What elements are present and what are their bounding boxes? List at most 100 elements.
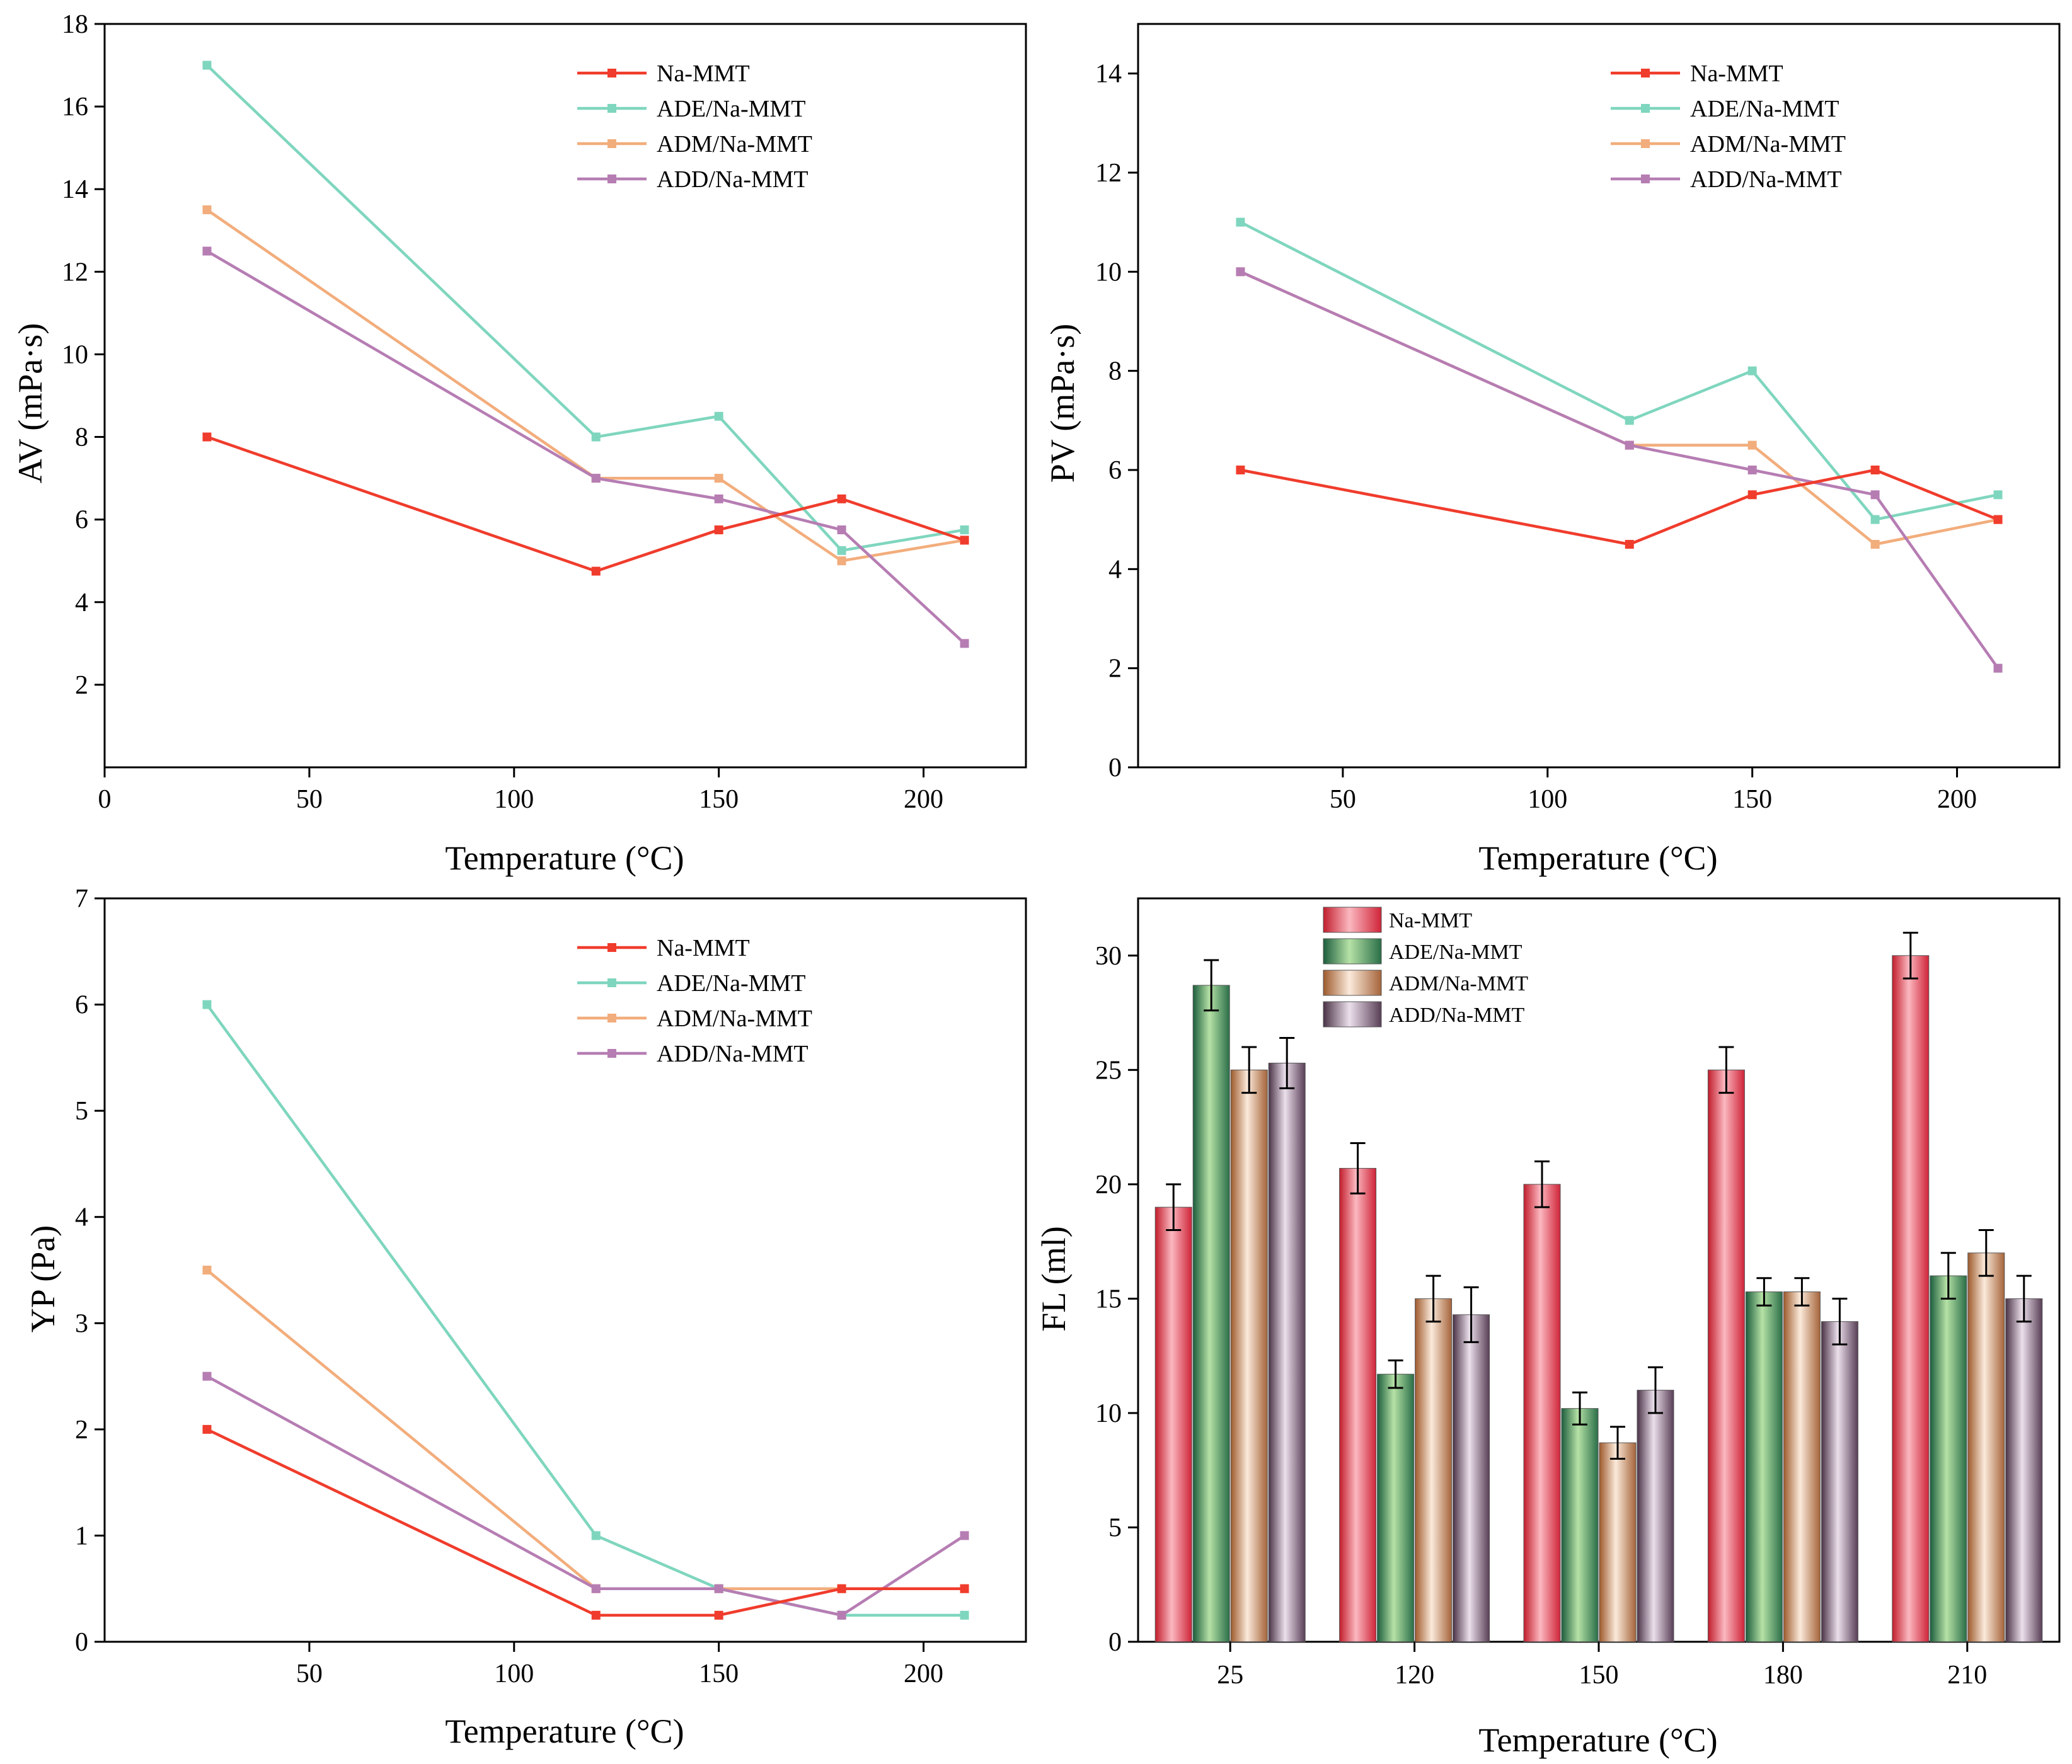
yp-point-ade-na-mmt	[960, 1610, 969, 1620]
pv-x-tick-label: 50	[1330, 785, 1356, 814]
yp-y-tick-label: 0	[75, 1628, 88, 1657]
av-y-tick-label: 4	[75, 588, 88, 617]
yp-x-tick-label: 150	[699, 1659, 739, 1688]
av-y-tick-label: 2	[75, 671, 88, 700]
pv-y-tick-label: 12	[1095, 159, 1122, 188]
fl-bar-na-mmt	[1892, 955, 1930, 1642]
av-point-na-mmt	[960, 536, 969, 545]
yp-point-na-mmt	[714, 1610, 723, 1620]
fl-x-tick-label: 120	[1395, 1661, 1434, 1690]
fl-y-tick-label: 10	[1095, 1399, 1122, 1428]
pv-legend-label: ADD/Na-MMT	[1690, 166, 1842, 193]
yp-legend-marker-ade-na-mmt	[607, 978, 616, 987]
fl-bar-na-mmt	[1154, 1206, 1192, 1642]
pv-point-na-mmt	[1993, 515, 2003, 524]
av-legend-marker-add-na-mmt	[607, 175, 616, 183]
av-legend-label: Na-MMT	[657, 60, 750, 87]
av-point-add-na-mmt	[591, 474, 601, 483]
yp-legend-label: ADE/Na-MMT	[657, 970, 805, 997]
chart-av: AV (mPa·s) Temperature (°C) 0 50 100 150 200…	[11, 10, 1027, 877]
av-x-label: Temperature (°C)	[445, 839, 684, 877]
fl-plot: 0 5 10 15 20 25 30 25 120 150 180 210 Na-MMT ADE/Na-M…	[1095, 897, 2061, 1690]
av-line-ade-na-mmt	[205, 64, 965, 553]
pv-point-add-na-mmt	[1625, 440, 1634, 450]
pv-legend-label: ADM/Na-MMT	[1690, 131, 1846, 158]
pv-point-add-na-mmt	[1870, 490, 1880, 500]
fl-x-tick-label: 25	[1217, 1661, 1243, 1690]
fl-x-tick-label: 150	[1579, 1661, 1619, 1690]
av-y-label: AV (mPa·s)	[11, 323, 49, 484]
fl-bar-add-na-mmt	[1453, 1314, 1490, 1642]
yp-y-label: YP (Pa)	[24, 1225, 62, 1333]
fl-bar-add-na-mmt	[2005, 1298, 2043, 1642]
yp-y-tick-label: 7	[75, 885, 88, 914]
av-point-na-mmt	[202, 432, 212, 442]
yp-legend-marker-adm-na-mmt	[607, 1014, 616, 1022]
fl-y-tick-label: 5	[1108, 1513, 1122, 1542]
fl-bar-ade-na-mmt	[1192, 985, 1230, 1642]
fl-legend-label: ADM/Na-MMT	[1389, 972, 1528, 995]
fl-bar-add-na-mmt	[1637, 1390, 1674, 1642]
yp-y-tick-label: 1	[75, 1521, 88, 1550]
yp-point-na-mmt	[591, 1610, 601, 1620]
av-frame	[103, 23, 1027, 769]
fl-bar-ade-na-mmt	[1561, 1408, 1599, 1642]
av-y-tick-label: 14	[62, 175, 88, 204]
av-x-tick-label: 100	[494, 785, 534, 814]
av-y-tick-label: 16	[62, 93, 88, 122]
av-x-tick-label: 200	[904, 785, 943, 814]
pv-y-tick-label: 0	[1108, 753, 1122, 782]
pv-line-add-na-mmt	[1240, 270, 2000, 669]
yp-point-na-mmt	[837, 1584, 846, 1593]
av-line-adm-na-mmt	[206, 209, 965, 563]
pv-point-na-mmt	[1747, 490, 1757, 500]
pv-x-tick-label: 100	[1528, 785, 1567, 814]
pv-legend-label: ADE/Na-MMT	[1690, 96, 1839, 122]
yp-y-tick-label: 2	[75, 1416, 88, 1445]
yp-point-na-mmt	[202, 1424, 212, 1434]
pv-legend-marker-ade-na-mmt	[1641, 104, 1650, 113]
yp-y-tick-label: 5	[75, 1097, 88, 1126]
av-plot: 0 50 100 150 200 2 4 6 8 10 12 14 16 18 Na-MMT ADE/Na-M…	[62, 10, 1027, 814]
fl-bar-na-mmt	[1707, 1069, 1745, 1642]
pv-point-na-mmt	[1870, 466, 1880, 474]
fl-bar-ade-na-mmt	[1745, 1291, 1783, 1642]
pv-point-ade-na-mmt	[1236, 217, 1245, 227]
av-point-add-na-mmt	[960, 639, 969, 648]
fl-y-tick-label: 25	[1095, 1056, 1122, 1085]
chart-pv: PV (mPa·s) Temperature (°C) 50 100 150 200 0…	[1044, 23, 2061, 877]
av-y-tick-label: 6	[75, 506, 88, 535]
yp-plot: 50 100 150 200 0 1 2 3 4 5 6 7 Na-MMT ADE/Na-MMT ADM/N…	[75, 885, 1027, 1688]
av-x-tick-label: 150	[699, 785, 739, 814]
pv-frame	[1137, 23, 2061, 769]
pv-point-ade-na-mmt	[1870, 515, 1880, 524]
pv-legend-marker-add-na-mmt	[1641, 175, 1650, 183]
yp-x-label: Temperature (°C)	[445, 1712, 684, 1750]
fl-bar-na-mmt	[1339, 1167, 1377, 1642]
pv-y-tick-label: 6	[1108, 456, 1122, 485]
av-point-ade-na-mmt	[837, 546, 846, 555]
yp-point-na-mmt	[960, 1584, 969, 1593]
pv-point-add-na-mmt	[1747, 466, 1757, 474]
av-y-tick-label: 18	[62, 10, 88, 39]
av-point-add-na-mmt	[202, 246, 212, 256]
fl-legend-label: ADE/Na-MMT	[1389, 941, 1522, 964]
yp-legend-label: ADM/Na-MMT	[657, 1005, 812, 1032]
pv-y-tick-label: 8	[1108, 357, 1122, 386]
av-point-adm-na-mmt	[714, 474, 723, 483]
pv-legend-marker-na-mmt	[1641, 69, 1650, 77]
fl-y-tick-label: 15	[1095, 1285, 1122, 1314]
av-point-na-mmt	[591, 566, 601, 576]
fl-legend-label: Na-MMT	[1389, 909, 1472, 932]
av-y-tick-label: 8	[75, 423, 88, 452]
pv-point-na-mmt	[1625, 540, 1634, 549]
av-line-add-na-mmt	[206, 249, 966, 644]
yp-point-adm-na-mmt	[202, 1266, 212, 1274]
av-y-tick-label: 12	[62, 258, 88, 287]
yp-legend-label: Na-MMT	[657, 935, 750, 961]
av-line-na-mmt	[206, 435, 965, 573]
av-legend-label: ADD/Na-MMT	[657, 166, 809, 193]
av-point-ade-na-mmt	[714, 411, 723, 421]
yp-point-ade-na-mmt	[202, 1000, 212, 1009]
fl-bar-ade-na-mmt	[1930, 1275, 1967, 1642]
